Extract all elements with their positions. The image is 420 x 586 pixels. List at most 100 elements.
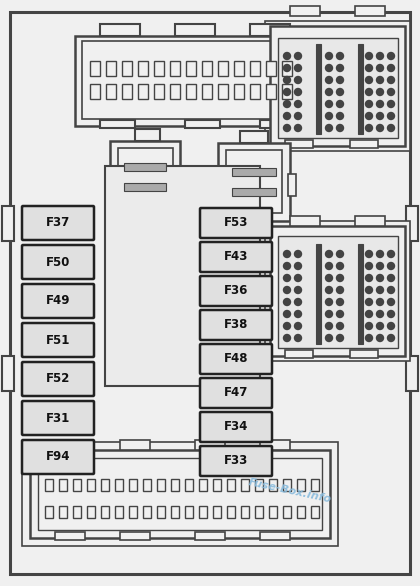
Bar <box>90 84 100 99</box>
Bar <box>227 479 235 491</box>
Bar <box>283 479 291 491</box>
FancyBboxPatch shape <box>200 208 272 238</box>
Bar <box>185 479 193 491</box>
Bar <box>186 61 196 76</box>
Circle shape <box>376 311 383 318</box>
Circle shape <box>326 274 333 281</box>
Bar <box>269 479 277 491</box>
Circle shape <box>326 53 333 60</box>
Circle shape <box>365 335 373 342</box>
Circle shape <box>388 250 394 257</box>
FancyBboxPatch shape <box>22 401 94 435</box>
Circle shape <box>284 263 291 270</box>
Circle shape <box>336 64 344 71</box>
Bar <box>195 440 225 450</box>
Bar <box>143 506 151 518</box>
Bar <box>101 506 109 518</box>
Bar <box>2 206 14 241</box>
Bar <box>120 440 150 450</box>
Circle shape <box>326 250 333 257</box>
Circle shape <box>388 263 394 270</box>
Bar <box>195 532 225 540</box>
Circle shape <box>376 298 383 305</box>
FancyBboxPatch shape <box>22 362 94 396</box>
Circle shape <box>294 274 302 281</box>
Circle shape <box>326 124 333 131</box>
Circle shape <box>388 311 394 318</box>
Bar <box>218 61 228 76</box>
Bar <box>124 183 166 191</box>
Text: F33: F33 <box>224 455 248 468</box>
Circle shape <box>376 274 383 281</box>
Circle shape <box>326 335 333 342</box>
Bar <box>226 150 282 213</box>
Circle shape <box>336 101 344 107</box>
Circle shape <box>284 335 291 342</box>
Bar <box>106 84 116 99</box>
Bar <box>266 84 276 99</box>
Bar <box>270 226 405 356</box>
Bar <box>105 166 260 386</box>
Bar <box>157 479 165 491</box>
Bar <box>120 532 150 540</box>
Circle shape <box>336 335 344 342</box>
Circle shape <box>326 287 333 294</box>
Circle shape <box>388 124 394 131</box>
Bar <box>234 84 244 99</box>
Bar <box>170 61 180 76</box>
Circle shape <box>376 263 383 270</box>
Circle shape <box>284 101 291 107</box>
Bar <box>186 84 196 99</box>
Circle shape <box>388 298 394 305</box>
FancyBboxPatch shape <box>200 412 272 442</box>
Bar <box>122 61 132 76</box>
Bar <box>266 61 276 76</box>
Bar <box>2 356 14 391</box>
Bar <box>100 24 140 36</box>
Bar <box>118 148 173 208</box>
Text: F94: F94 <box>46 451 70 464</box>
Circle shape <box>376 335 383 342</box>
Bar <box>285 140 313 148</box>
Circle shape <box>365 298 373 305</box>
Circle shape <box>284 311 291 318</box>
Bar <box>45 479 53 491</box>
Circle shape <box>284 53 291 60</box>
FancyBboxPatch shape <box>22 440 94 474</box>
Circle shape <box>294 124 302 131</box>
FancyBboxPatch shape <box>200 276 272 306</box>
Bar <box>278 38 398 138</box>
Circle shape <box>376 77 383 83</box>
Bar <box>358 44 363 134</box>
Bar <box>406 206 418 241</box>
Circle shape <box>284 298 291 305</box>
Bar <box>129 506 137 518</box>
Bar <box>202 84 212 99</box>
Circle shape <box>365 274 373 281</box>
Bar <box>240 131 268 143</box>
Bar <box>105 171 113 191</box>
Bar <box>202 61 212 76</box>
Circle shape <box>294 311 302 318</box>
Circle shape <box>326 298 333 305</box>
Bar <box>143 479 151 491</box>
Circle shape <box>294 298 302 305</box>
Bar <box>255 479 263 491</box>
Bar <box>115 506 123 518</box>
Bar <box>241 479 249 491</box>
Bar <box>212 174 220 196</box>
Circle shape <box>336 250 344 257</box>
Bar <box>265 21 410 151</box>
FancyBboxPatch shape <box>22 284 94 318</box>
Text: F52: F52 <box>46 373 70 386</box>
Bar <box>297 479 305 491</box>
Bar <box>75 36 305 126</box>
Bar <box>282 84 292 99</box>
Bar <box>260 532 290 540</box>
Circle shape <box>388 101 394 107</box>
Circle shape <box>365 124 373 131</box>
Circle shape <box>284 124 291 131</box>
Text: F37: F37 <box>46 216 70 230</box>
Bar <box>241 506 249 518</box>
Circle shape <box>388 88 394 96</box>
